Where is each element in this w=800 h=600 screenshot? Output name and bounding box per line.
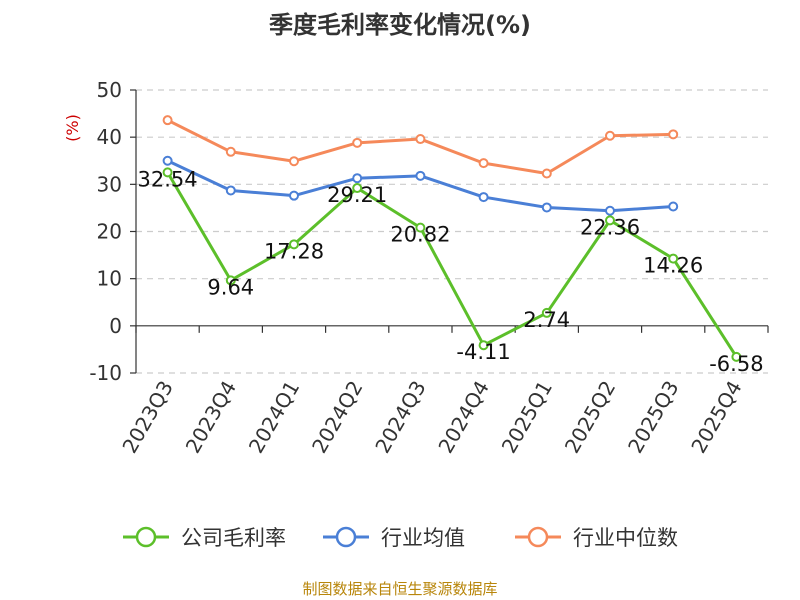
y-tick-label: -10 [89,361,122,385]
data-point [225,146,236,157]
data-label: 20.82 [390,223,450,247]
data-label: 2.74 [523,308,570,332]
data-label: 22.36 [580,215,640,239]
data-label: 29.21 [327,183,387,207]
data-label: 17.28 [264,239,324,263]
data-point [352,183,363,194]
chart-title: 季度毛利率变化情况(%) [269,11,531,39]
y-tick-label: 10 [97,267,122,291]
series-line [166,118,674,175]
x-tick-label: 2024Q1 [244,377,304,458]
legend-label: 公司毛利率 [181,526,286,550]
data-label: 9.64 [207,275,254,299]
data-point [162,115,173,126]
source-note: 制图数据来自恒生聚源数据库 [302,580,497,598]
data-point [478,340,489,351]
data-point [605,205,615,216]
x-tick-label: 2023Q3 [117,377,177,458]
data-point [541,168,552,179]
x-tick-label: 2024Q4 [433,376,493,457]
data-point [605,215,615,226]
data-point [731,351,742,362]
x-tick-label: 2024Q2 [307,377,367,458]
data-point [289,190,299,201]
data-point [415,222,426,233]
series-lines [162,115,742,362]
legend-swatch-marker [135,526,157,548]
x-tick-label: 2023Q4 [181,377,241,458]
y-tick-label: 30 [97,172,122,196]
data-point [415,134,426,145]
data-point [541,307,552,318]
data-point [668,201,679,212]
data-label: -6.58 [709,352,763,376]
legend-label: 行业中位数 [573,526,678,550]
data-point [478,192,489,203]
x-tick-label: 2025Q1 [497,377,557,458]
data-point [352,173,363,184]
x-tick-label: 2025Q3 [623,377,683,458]
data-point [162,167,173,178]
x-tick-label: 2024Q3 [370,377,430,458]
series-line [166,159,674,213]
data-point [478,158,489,169]
data-point [225,185,236,196]
legend-swatch-marker [527,526,549,548]
data-label: 32.54 [138,167,198,191]
legend: 公司毛利率 行业均值 行业中位数 [123,526,678,550]
data-label: 14.26 [643,254,703,278]
data-point [541,202,552,213]
y-tick-label: 0 [109,314,122,338]
series-line [166,171,738,358]
x-tick-label: 2025Q2 [560,377,620,458]
y-tick-label: 40 [97,125,122,149]
data-point [415,170,426,181]
y-tick-label: 20 [97,220,122,244]
data-point [289,156,299,167]
data-point [352,137,363,148]
data-point [225,275,236,286]
data-point [668,253,679,264]
data-point [605,130,615,141]
data-point [289,239,299,250]
legend-label: 行业均值 [381,526,465,550]
y-axis-unit-label: (%) [63,114,82,142]
x-tick-label: 2025Q4 [686,377,746,458]
data-label: -4.11 [456,340,510,364]
data-point [162,155,173,166]
legend-swatch-marker [335,526,357,548]
data-point [668,129,679,140]
y-tick-label: 50 [97,78,122,102]
